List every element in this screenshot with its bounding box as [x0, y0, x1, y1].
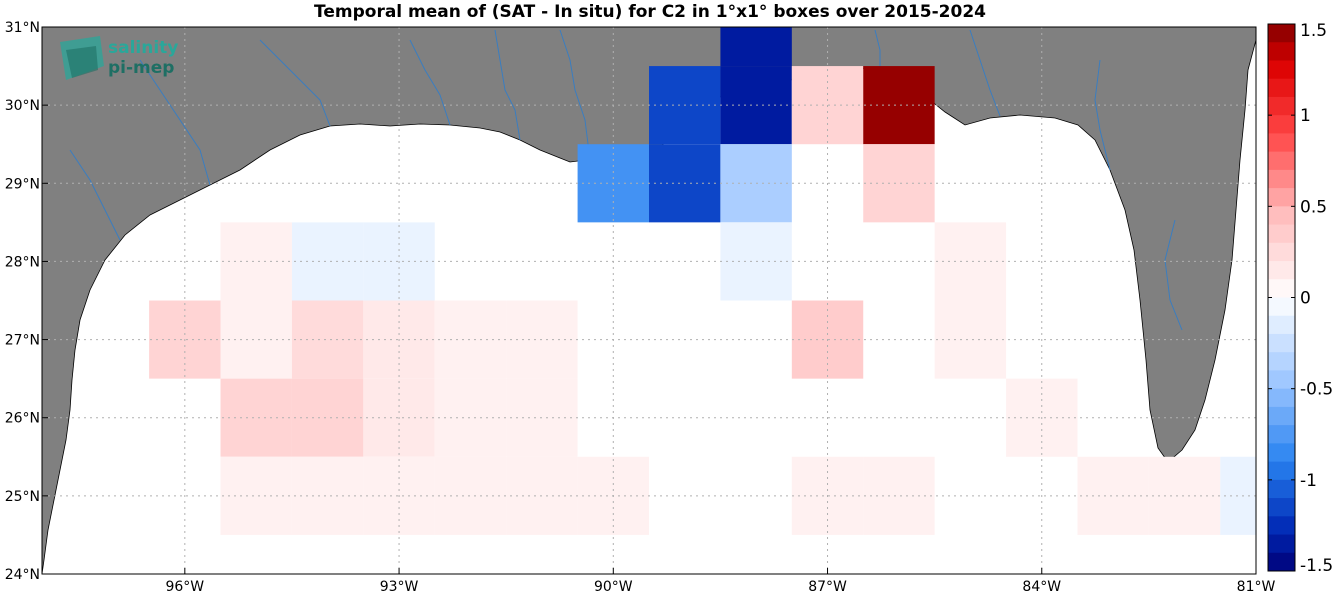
- colorbar-tick-label: 1.5: [1300, 21, 1327, 41]
- colorbar: [1268, 24, 1295, 572]
- colorbar-segment: [1268, 370, 1295, 390]
- x-axis-ticks: 96°W 93°W 90°W 87°W 84°W 81°W: [165, 568, 1275, 594]
- data-cell: [1077, 456, 1149, 535]
- data-cell: [220, 300, 292, 379]
- y-tick-label: 25°N: [5, 489, 40, 505]
- colorbar-tick-label: -0.5: [1300, 380, 1333, 400]
- colorbar-tick-label: -1: [1300, 471, 1317, 491]
- x-tick-label: 84°W: [1022, 579, 1061, 594]
- y-axis-ticks: 24°N 25°N 26°N 27°N 28°N 29°N 30°N 31°N: [5, 20, 48, 583]
- data-cell: [434, 456, 507, 535]
- logo-text-salinity: salinity: [108, 38, 178, 58]
- colorbar-segment: [1268, 443, 1295, 463]
- data-cell: [934, 222, 1007, 301]
- colorbar-tick-label: 1: [1300, 106, 1311, 126]
- x-tick-label: 90°W: [594, 579, 633, 594]
- colorbar-segment: [1268, 406, 1295, 426]
- y-tick-label: 24°N: [5, 567, 40, 583]
- y-tick-label: 31°N: [5, 20, 40, 36]
- colorbar-segment: [1268, 188, 1295, 207]
- colorbar-segment: [1268, 151, 1295, 171]
- x-tick-label: 93°W: [380, 579, 419, 594]
- colorbar-segment: [1268, 552, 1295, 572]
- colorbar-segment: [1268, 461, 1295, 481]
- colorbar-segment: [1268, 388, 1295, 408]
- colorbar-segment: [1268, 333, 1295, 353]
- y-tick-label: 27°N: [5, 333, 40, 349]
- colorbar-segment: [1268, 206, 1295, 226]
- plot-frame: [41, 26, 1257, 575]
- colorbar-segment: [1268, 60, 1295, 80]
- data-cell: [720, 27, 792, 67]
- colorbar-segment: [1268, 261, 1295, 280]
- colorbar-segment: [1268, 425, 1295, 444]
- data-cell: [1220, 456, 1256, 535]
- colorbar-segment: [1268, 498, 1295, 517]
- colorbar-segment: [1268, 352, 1295, 371]
- colorbar-segment: [1268, 315, 1295, 335]
- colorbar-segment: [1268, 78, 1295, 98]
- data-cell: [934, 300, 1007, 379]
- y-tick-label: 26°N: [5, 411, 40, 427]
- data-cell: [863, 456, 935, 535]
- colorbar-segment: [1268, 242, 1295, 262]
- colorbar-ticks: 1.5 1 0.5 0 -0.5 -1 -1.5: [1268, 21, 1333, 576]
- colorbar-segment: [1268, 42, 1295, 61]
- colorbar-segment: [1268, 479, 1295, 499]
- colorbar-segment: [1268, 169, 1295, 189]
- y-tick-label: 30°N: [5, 98, 40, 114]
- colorbar-segment: [1268, 279, 1295, 298]
- data-cell: [291, 378, 364, 457]
- data-cell: [434, 300, 507, 379]
- data-cell: [291, 456, 364, 535]
- y-tick-label: 29°N: [5, 176, 40, 192]
- data-cell: [1148, 456, 1221, 535]
- colorbar-segment: [1268, 534, 1295, 554]
- colorbar-tick-label: -1.5: [1300, 556, 1333, 576]
- data-cell: [291, 300, 364, 379]
- colorbar-tick-label: 0.5: [1300, 197, 1327, 217]
- colorbar-segment: [1268, 24, 1295, 43]
- colorbar-segment: [1268, 115, 1295, 134]
- x-tick-label: 81°W: [1237, 579, 1276, 594]
- colorbar-segment: [1268, 516, 1295, 536]
- logo-text-pi-mep: pi-mep: [108, 58, 174, 78]
- colorbar-segment: [1268, 224, 1295, 244]
- y-tick-label: 28°N: [5, 254, 40, 270]
- logo-shape-icon: [66, 46, 98, 78]
- data-cell: [434, 378, 507, 457]
- data-cell: [220, 222, 292, 301]
- map-title: Temporal mean of (SAT - In situ) for C2 …: [314, 2, 986, 22]
- colorbar-segment: [1268, 96, 1295, 116]
- data-cell: [220, 456, 292, 535]
- data-cell: [863, 66, 935, 145]
- colorbar-tick-label: 0: [1300, 289, 1311, 309]
- data-cell: [863, 144, 935, 223]
- data-cell: [220, 378, 292, 457]
- colorbar-segment: [1268, 133, 1295, 153]
- colorbar-segment: [1268, 297, 1295, 317]
- salinity-pi-mep-logo: salinity pi-mep: [60, 36, 178, 80]
- x-tick-label: 87°W: [808, 579, 847, 594]
- data-cell: [291, 222, 364, 301]
- map-grid: [42, 27, 1256, 574]
- x-tick-label: 96°W: [165, 579, 204, 594]
